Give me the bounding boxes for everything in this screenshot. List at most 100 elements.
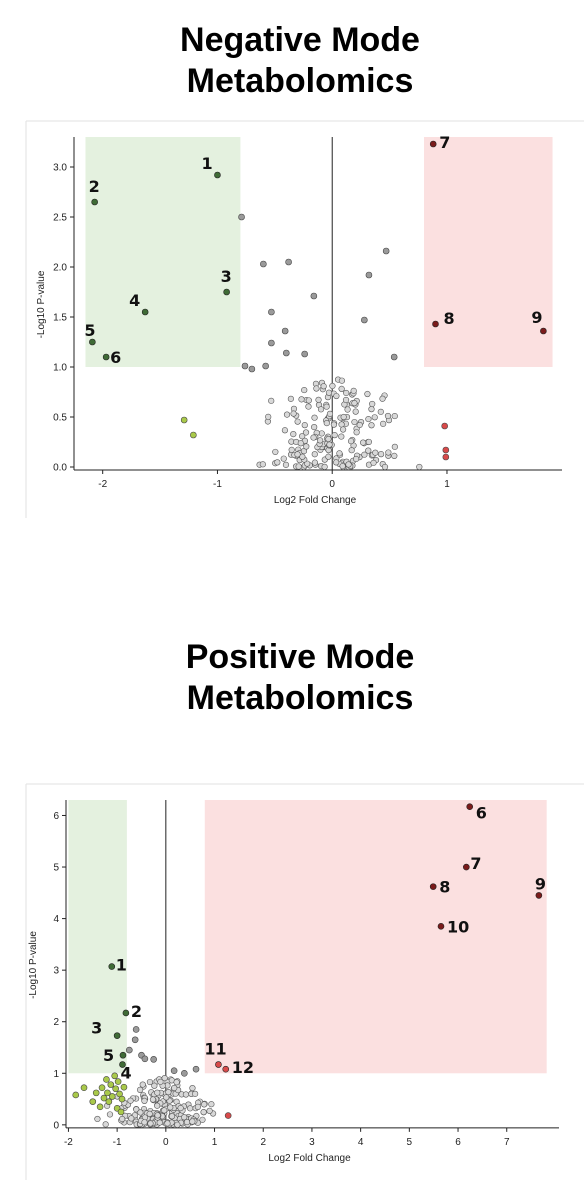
data-point-nonsig bbox=[350, 387, 357, 394]
data-point-down_nonsig bbox=[96, 1103, 104, 1111]
data-label-5: 5 bbox=[84, 321, 95, 340]
data-point-nonsig bbox=[282, 461, 290, 468]
data-point-nonsig bbox=[194, 1103, 202, 1111]
data-point-nonsig bbox=[321, 463, 328, 470]
data-point-nonsig bbox=[338, 377, 346, 384]
data-point-nonsig bbox=[305, 403, 312, 410]
data-point-nonsig bbox=[356, 421, 363, 429]
data-point-nonsig bbox=[200, 1109, 207, 1116]
data-point-nonsig bbox=[167, 1104, 174, 1111]
data-point-nonsig bbox=[147, 1120, 154, 1127]
data-point-nonsig bbox=[189, 1118, 196, 1125]
data-point-labeled-6 bbox=[466, 803, 474, 811]
data-point-down_nonsig bbox=[80, 1084, 88, 1092]
y-tick-label: 1 bbox=[53, 1069, 59, 1080]
data-point-nonsig bbox=[381, 463, 389, 471]
data-label-6: 6 bbox=[110, 348, 121, 367]
data-point-nonsig_mid bbox=[365, 271, 373, 279]
data-point-nonsig bbox=[173, 1079, 180, 1086]
data-label-8: 8 bbox=[444, 309, 455, 328]
data-point-nonsig bbox=[154, 1112, 161, 1119]
data-point-nonsig bbox=[325, 453, 332, 460]
data-point-labeled-9 bbox=[540, 327, 547, 335]
data-point-nonsig_mid bbox=[390, 353, 398, 361]
data-point-nonsig_mid bbox=[126, 1046, 133, 1054]
data-point-nonsig bbox=[183, 1118, 191, 1126]
data-label-1: 1 bbox=[201, 154, 212, 173]
data-label-4: 4 bbox=[129, 291, 140, 310]
data-point-labeled-1 bbox=[108, 963, 116, 970]
data-point-nonsig_mid bbox=[192, 1065, 200, 1073]
data-point-nonsig bbox=[146, 1078, 154, 1086]
data-point-nonsig bbox=[311, 451, 318, 458]
data-point-down_nonsig bbox=[72, 1091, 80, 1099]
data-point-nonsig_mid bbox=[262, 362, 269, 370]
data-point-nonsig bbox=[182, 1091, 190, 1098]
data-point-nonsig_mid bbox=[382, 247, 390, 255]
data-point-nonsig bbox=[310, 434, 317, 441]
x-tick-label: 3 bbox=[309, 1137, 315, 1148]
data-point-up_nonsig bbox=[442, 453, 450, 461]
data-point-nonsig bbox=[272, 448, 279, 456]
data-point-labeled-2 bbox=[91, 198, 98, 206]
y-tick-label: 0.5 bbox=[53, 413, 67, 424]
data-point-nonsig bbox=[141, 1097, 148, 1104]
data-label-7: 7 bbox=[470, 854, 481, 873]
y-tick-label: 0 bbox=[53, 1120, 59, 1131]
x-tick-label: 6 bbox=[455, 1137, 461, 1148]
data-point-nonsig_mid bbox=[170, 1067, 178, 1075]
data-point-labeled-8 bbox=[429, 883, 437, 890]
data-point-nonsig bbox=[146, 1110, 153, 1118]
data-point-nonsig bbox=[331, 432, 338, 439]
data-point-nonsig bbox=[384, 412, 392, 420]
data-point-nonsig bbox=[348, 447, 355, 454]
data-label-10: 10 bbox=[447, 917, 469, 936]
data-point-nonsig bbox=[320, 383, 327, 390]
data-point-nonsig bbox=[315, 396, 322, 403]
data-point-nonsig bbox=[333, 459, 340, 466]
data-point-up_nonsig bbox=[224, 1112, 232, 1119]
data-label-3: 3 bbox=[91, 1019, 102, 1038]
x-tick-label: 2 bbox=[260, 1137, 266, 1148]
data-point-nonsig bbox=[163, 1094, 170, 1101]
data-point-nonsig_mid bbox=[131, 1036, 139, 1044]
data-point-nonsig bbox=[345, 461, 352, 468]
data-point-nonsig bbox=[391, 443, 398, 450]
data-point-nonsig bbox=[141, 1119, 148, 1126]
x-tick-label: 4 bbox=[358, 1137, 364, 1148]
data-point-nonsig bbox=[164, 1120, 171, 1127]
data-point-nonsig_mid bbox=[238, 213, 245, 221]
data-point-nonsig bbox=[323, 420, 330, 427]
x-tick-label: 7 bbox=[504, 1137, 510, 1148]
data-point-nonsig bbox=[189, 1085, 196, 1092]
data-point-down_nonsig bbox=[120, 1083, 128, 1091]
data-point-nonsig bbox=[161, 1075, 168, 1082]
x-tick-label: -2 bbox=[64, 1137, 73, 1148]
data-point-nonsig bbox=[351, 400, 358, 407]
data-point-labeled-5 bbox=[89, 338, 96, 346]
data-point-nonsig bbox=[181, 1114, 188, 1121]
data-point-nonsig bbox=[339, 463, 346, 470]
data-point-down_nonsig bbox=[112, 1085, 119, 1093]
data-point-nonsig bbox=[174, 1121, 181, 1128]
x-tick-label: 1 bbox=[444, 479, 450, 490]
data-point-nonsig_mid bbox=[248, 365, 256, 373]
data-point-nonsig bbox=[283, 411, 291, 418]
y-tick-label: 0.0 bbox=[53, 463, 67, 474]
data-point-nonsig bbox=[351, 418, 358, 426]
data-point-down_nonsig bbox=[117, 1108, 125, 1116]
data-point-nonsig bbox=[344, 406, 351, 413]
data-point-nonsig bbox=[368, 422, 375, 429]
data-point-labeled-5 bbox=[119, 1051, 127, 1059]
data-point-nonsig bbox=[139, 1081, 146, 1088]
data-point-down_nonsig bbox=[103, 1076, 110, 1083]
data-point-nonsig bbox=[372, 449, 379, 456]
chart-title-negative-line1: Negative Mode Metabolomics bbox=[180, 21, 420, 100]
data-point-nonsig bbox=[305, 397, 312, 404]
x-axis-label: Log2 Fold Change bbox=[268, 1153, 351, 1164]
data-point-nonsig bbox=[298, 396, 305, 403]
data-point-nonsig_mid bbox=[268, 308, 275, 316]
y-axis-label: -Log10 P-value bbox=[36, 270, 47, 338]
data-label-8: 8 bbox=[439, 878, 450, 897]
data-point-nonsig bbox=[361, 451, 368, 458]
